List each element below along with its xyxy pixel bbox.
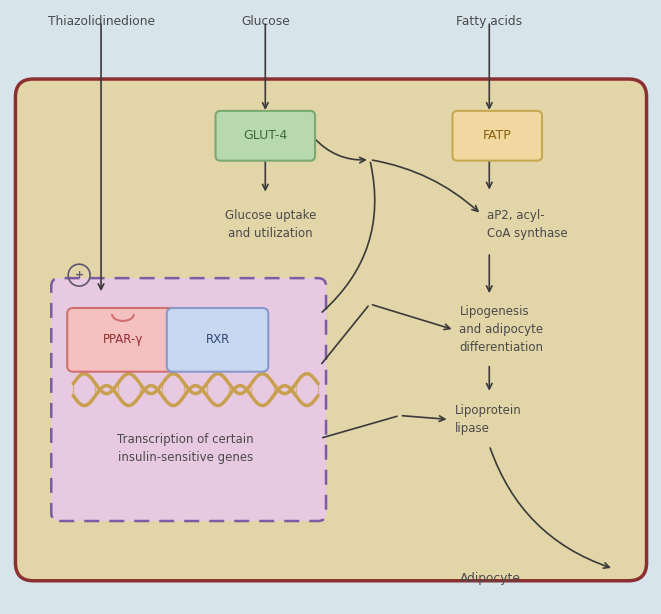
Text: PPAR-γ: PPAR-γ: [102, 333, 143, 346]
Text: Glucose uptake
and utilization: Glucose uptake and utilization: [225, 209, 316, 240]
FancyBboxPatch shape: [67, 308, 178, 371]
FancyBboxPatch shape: [452, 111, 542, 161]
Text: Transcription of certain
insulin-sensitive genes: Transcription of certain insulin-sensiti…: [118, 433, 254, 464]
Text: Fatty acids: Fatty acids: [456, 15, 522, 28]
Text: FATP: FATP: [483, 130, 512, 142]
FancyBboxPatch shape: [52, 278, 326, 521]
Text: aP2, acyl-
CoA synthase: aP2, acyl- CoA synthase: [487, 209, 568, 240]
Text: +: +: [75, 270, 84, 280]
Text: Thiazolidinedione: Thiazolidinedione: [48, 15, 155, 28]
Text: Glucose: Glucose: [241, 15, 290, 28]
Text: Adipocyte: Adipocyte: [459, 572, 520, 585]
Text: RXR: RXR: [206, 333, 229, 346]
FancyBboxPatch shape: [215, 111, 315, 161]
FancyBboxPatch shape: [15, 79, 646, 581]
Text: Lipogenesis
and adipocyte
differentiation: Lipogenesis and adipocyte differentiatio…: [459, 305, 543, 354]
Text: GLUT-4: GLUT-4: [243, 130, 288, 142]
Text: Lipoprotein
lipase: Lipoprotein lipase: [454, 404, 521, 435]
FancyBboxPatch shape: [167, 308, 268, 371]
